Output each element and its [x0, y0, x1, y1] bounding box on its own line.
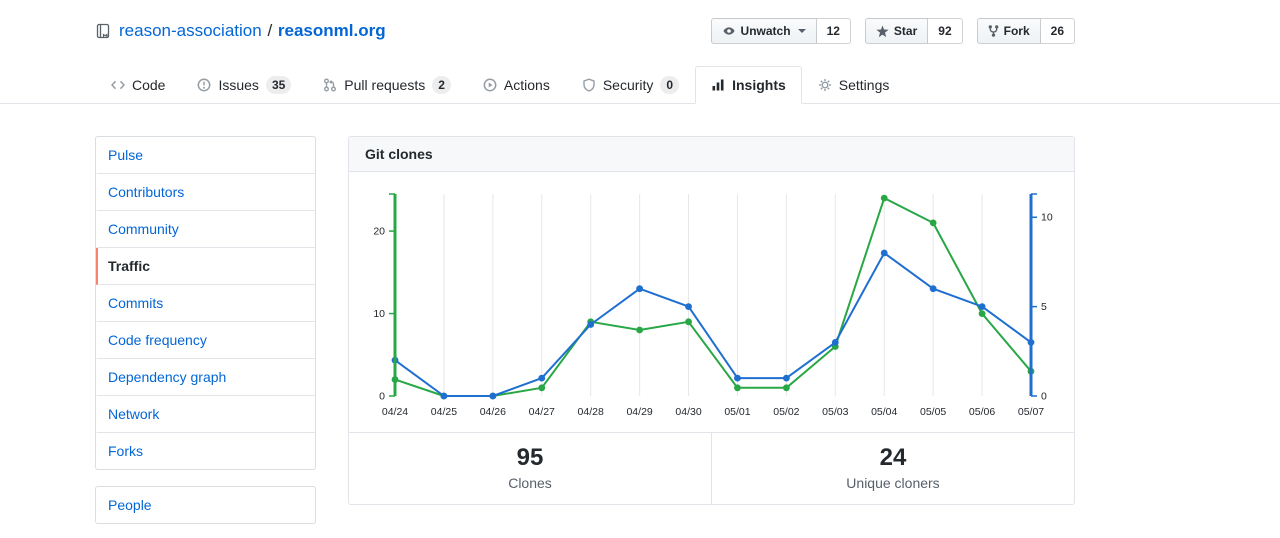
sidebar-item-community[interactable]: Community	[96, 211, 315, 248]
svg-text:05/05: 05/05	[920, 406, 946, 418]
tab-insights-label: Insights	[732, 77, 786, 93]
tab-pull-requests-label: Pull requests	[344, 77, 426, 93]
people-menu: People	[95, 486, 316, 524]
svg-text:05/06: 05/06	[969, 406, 995, 418]
unwatch-label: Unwatch	[740, 24, 791, 38]
sidebar-item-commits[interactable]: Commits	[96, 285, 315, 322]
shield-icon	[583, 78, 595, 92]
fork-button-group: Fork 26	[976, 18, 1075, 44]
repo-icon	[96, 23, 110, 39]
pull-requests-count-badge: 2	[432, 76, 451, 94]
svg-text:04/27: 04/27	[529, 406, 555, 418]
svg-text:04/30: 04/30	[675, 406, 701, 418]
clones-total-value: 95	[516, 444, 544, 471]
sidebar-item-contributors[interactable]: Contributors	[96, 174, 315, 211]
tab-security-label: Security	[602, 77, 654, 93]
sidebar-item-pulse[interactable]: Pulse	[96, 137, 315, 174]
fork-button[interactable]: Fork	[976, 18, 1041, 44]
pull-request-icon	[324, 78, 337, 92]
svg-text:0: 0	[1041, 391, 1047, 403]
eye-icon	[723, 27, 735, 35]
traffic-content: Git clones 04/24 04/25 04/26 04/27 04/28 04/2…	[348, 136, 1075, 538]
tab-issues[interactable]: Issues 35	[181, 66, 307, 104]
sidebar-item-network[interactable]: Network	[96, 396, 315, 433]
caret-down-icon	[797, 29, 806, 33]
repo-path-separator: /	[267, 21, 273, 40]
svg-text:10: 10	[373, 308, 385, 320]
unique-cloners-stat: 24 Unique cloners	[711, 433, 1074, 504]
clones-line-chart: 04/24 04/25 04/26 04/27 04/28 04/29 04/30 05/01…	[373, 193, 1053, 418]
sidebar-item-traffic[interactable]: Traffic	[96, 248, 315, 285]
svg-text:05/01: 05/01	[724, 406, 750, 418]
insights-menu: Pulse Contributors Community Traffic Commits…	[95, 136, 316, 470]
svg-text:05/02: 05/02	[773, 406, 799, 418]
fork-icon	[988, 25, 998, 37]
sidebar-item-forks[interactable]: Forks	[108, 443, 143, 459]
repo-name-link[interactable]: reasonml.org	[277, 21, 386, 40]
svg-text:04/24: 04/24	[382, 406, 408, 418]
svg-text:05/03: 05/03	[822, 406, 848, 418]
issues-count-badge: 35	[265, 76, 292, 94]
star-label: Star	[893, 24, 918, 38]
git-clones-stats: 95 Clones 24 Unique cloners	[349, 432, 1074, 504]
svg-text:20: 20	[373, 226, 385, 238]
clones-total-label: Clones	[508, 475, 552, 491]
svg-text:04/25: 04/25	[431, 406, 457, 418]
code-icon	[111, 80, 125, 90]
tab-code[interactable]: Code	[95, 66, 181, 104]
actions-play-icon	[483, 78, 497, 92]
repo-title: reason-association / reasonml.org	[95, 21, 386, 41]
sidebar-item-people[interactable]: People	[108, 497, 152, 513]
stargazers-count[interactable]: 92	[928, 18, 963, 44]
repo-tab-nav: Code Issues 35	[0, 66, 1280, 104]
clones-total-stat: 95 Clones	[349, 433, 711, 504]
graph-icon	[712, 79, 724, 91]
tab-security[interactable]: Security 0	[566, 66, 695, 104]
unwatch-button[interactable]: Unwatch	[710, 18, 817, 44]
tab-settings-label: Settings	[838, 77, 890, 93]
svg-text:10: 10	[1041, 212, 1053, 224]
star-button[interactable]: Star	[864, 18, 929, 44]
issue-opened-icon	[198, 78, 211, 92]
sidebar-item-dependency-graph[interactable]: Dependency graph	[96, 359, 315, 396]
svg-text:0: 0	[379, 391, 385, 403]
tab-actions-label: Actions	[503, 77, 550, 93]
star-icon	[876, 25, 889, 37]
fork-label: Fork	[1003, 24, 1030, 38]
svg-text:04/28: 04/28	[578, 406, 604, 418]
repo-header: reason-association / reasonml.org Unwatc…	[0, 0, 1280, 104]
watch-button-group: Unwatch 12	[710, 18, 851, 44]
tab-pull-requests[interactable]: Pull requests 2	[307, 66, 467, 104]
tab-insights[interactable]: Insights	[695, 66, 802, 104]
svg-text:5: 5	[1041, 301, 1047, 313]
gear-icon	[818, 79, 831, 91]
unique-cloners-label: Unique cloners	[846, 475, 940, 491]
repo-action-buttons: Unwatch 12 Star 92	[710, 18, 1075, 44]
svg-text:05/07: 05/07	[1018, 406, 1044, 418]
unique-cloners-value: 24	[879, 444, 907, 471]
insights-sidebar: Pulse Contributors Community Traffic Commits…	[95, 136, 316, 538]
git-clones-panel-header: Git clones	[349, 137, 1074, 172]
security-count-badge: 0	[660, 76, 680, 94]
svg-text:05/04: 05/04	[871, 406, 897, 418]
watchers-count[interactable]: 12	[816, 18, 851, 44]
tab-actions[interactable]: Actions	[467, 66, 566, 104]
svg-text:04/29: 04/29	[626, 406, 652, 418]
git-clones-panel: Git clones 04/24 04/25 04/26 04/27 04/28 04/2…	[348, 136, 1075, 505]
tab-settings[interactable]: Settings	[802, 66, 906, 104]
tab-code-label: Code	[132, 77, 166, 93]
git-clones-chart: 04/24 04/25 04/26 04/27 04/28 04/29 04/30 05/01…	[349, 172, 1074, 432]
forks-count[interactable]: 26	[1040, 18, 1075, 44]
svg-text:04/26: 04/26	[480, 406, 506, 418]
sidebar-item-code-frequency[interactable]: Code frequency	[96, 322, 315, 359]
star-button-group: Star 92	[864, 18, 963, 44]
tab-issues-label: Issues	[218, 77, 259, 93]
repo-owner-link[interactable]: reason-association	[119, 21, 262, 40]
git-clones-title: Git clones	[365, 146, 433, 162]
